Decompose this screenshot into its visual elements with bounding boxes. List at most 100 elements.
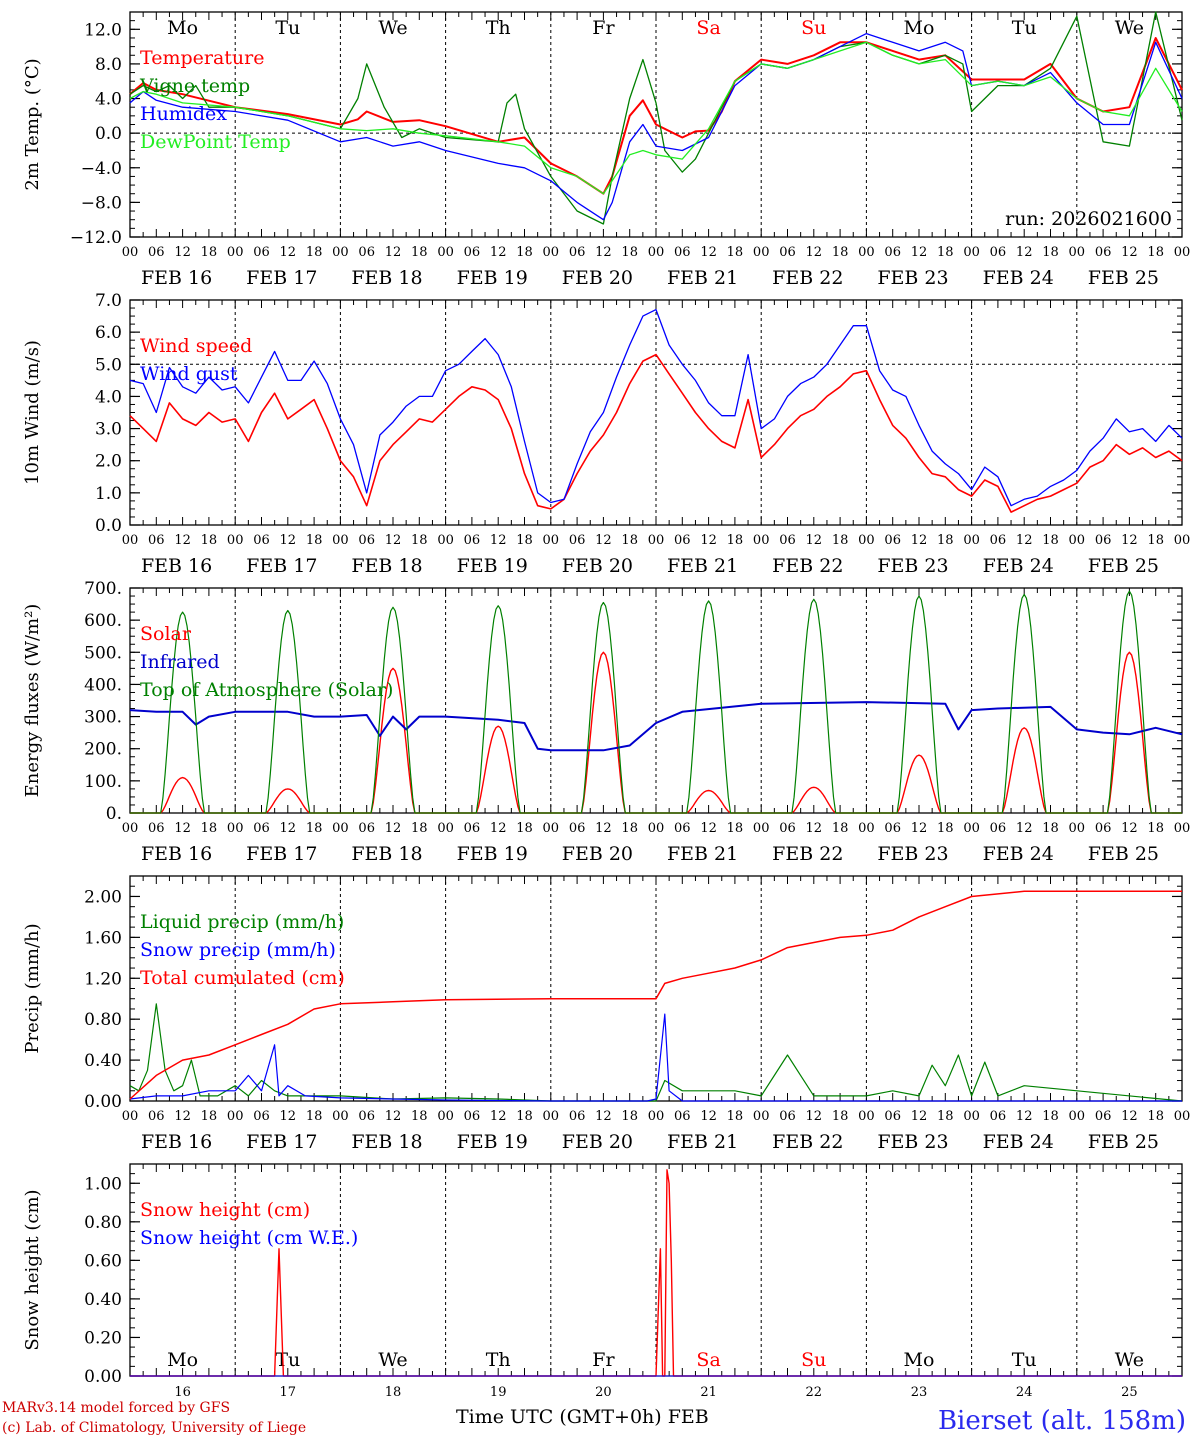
hour-label: 06 [253,821,270,836]
date-label: FEB 17 [246,1131,317,1153]
y-tick-label: 0. [106,804,122,824]
hour-label: 12 [280,533,297,548]
hour-label: 00 [437,533,454,548]
hour-label: 06 [569,821,586,836]
hour-label: 00 [122,245,139,260]
day-number-label: 22 [806,1385,823,1400]
series-dewpoint-temp [129,41,1183,195]
legend-item: Temperature [140,47,264,69]
weekday-label: We [378,1349,407,1371]
hour-label: 06 [674,533,691,548]
hour-label: 18 [306,1109,323,1124]
hour-label: 06 [148,533,165,548]
day-number-label: 25 [1121,1385,1138,1400]
hour-label: 06 [990,1109,1007,1124]
legend-item: Snow height (cm W.E.) [140,1227,358,1249]
hour-label: 12 [700,821,717,836]
hour-label: 00 [1174,533,1191,548]
hour-label: 06 [569,533,586,548]
hour-label: 06 [358,533,375,548]
model-credit: MARv3.14 model forced by GFS [2,1400,231,1416]
date-label: FEB 20 [562,1131,633,1153]
weekday-label: Th [486,1349,511,1371]
y-tick-label: 8.0 [95,55,122,75]
y-tick-label: 1.00 [84,1174,122,1194]
hour-label: 12 [1016,1109,1033,1124]
legend-item: Top of Atmosphere (Solar) [140,679,393,701]
hour-label: 12 [700,1109,717,1124]
y-tick-label: −4.0 [81,159,122,179]
hour-label: 12 [385,533,402,548]
hour-label: 06 [464,245,481,260]
weekday-label: Sa [696,1349,720,1371]
hour-label: 18 [516,821,533,836]
day-number-label: 19 [490,1385,507,1400]
date-label: FEB 17 [246,843,317,865]
panel-4: 0.00 0.40 0.80 1.20 1.60 2.00 Precip (mm/h) 00 0… [22,875,1190,1153]
series-infrared [129,701,1183,752]
hour-label: 06 [358,821,375,836]
hour-label: 06 [1095,821,1112,836]
hour-label: 00 [1069,821,1086,836]
run-label: run: 2026021600 [1005,208,1172,230]
y-tick-label: 1.60 [84,928,122,948]
hour-label: 18 [1147,533,1164,548]
legend-item: Total cumulated (cm) [140,967,345,989]
hour-label: 12 [806,245,823,260]
hour-label: 12 [911,533,928,548]
hour-label: 12 [385,1109,402,1124]
hour-label: 00 [1174,245,1191,260]
hour-label: 12 [280,1109,297,1124]
date-label: FEB 25 [1088,1131,1159,1153]
legend-item: Humidex [140,103,227,125]
legend-item: Vigne temp [139,75,250,97]
hour-label: 18 [306,245,323,260]
date-label: FEB 22 [772,843,843,865]
hour-label: 12 [1121,533,1138,548]
y-tick-label: 0.00 [84,1092,122,1112]
hour-label: 06 [358,1109,375,1124]
y-tick-label: 0.0 [95,516,122,536]
hour-label: 12 [174,821,191,836]
hour-label: 00 [963,245,980,260]
hour-label: 12 [806,533,823,548]
date-label: FEB 24 [983,843,1054,865]
day-number-label: 23 [911,1385,928,1400]
y-tick-label: 700. [84,579,122,599]
panel-frame [129,299,1183,526]
hour-label: 06 [990,821,1007,836]
day-number-label: 17 [280,1385,297,1400]
weekday-label: We [1115,1349,1144,1371]
hour-label: 12 [1121,1109,1138,1124]
y-axis-label: 10m Wind (m/s) [22,340,43,485]
hour-label: 06 [464,821,481,836]
hour-label: 18 [727,533,744,548]
hour-label: 18 [832,1109,849,1124]
date-label: FEB 18 [351,555,422,577]
hour-label: 12 [385,821,402,836]
legend-item: Snow height (cm) [140,1199,310,1221]
weekday-label: Tu [275,1349,300,1371]
hour-label: 12 [280,821,297,836]
legend-item: Infrared [140,651,220,673]
y-tick-label: 4.0 [95,387,122,407]
hour-label: 18 [1147,245,1164,260]
date-label: FEB 20 [562,267,633,289]
weekday-label: Su [801,17,826,39]
day-number-label: 18 [385,1385,402,1400]
date-label: FEB 20 [562,555,633,577]
hour-label: 12 [1016,821,1033,836]
panel-5: 0.00 0.20 0.40 0.60 0.80 1.00 Snow height (cm)… [22,1163,1183,1400]
date-label: FEB 24 [983,1131,1054,1153]
hour-label: 00 [227,1109,244,1124]
series-snow-precip-mm-h- [129,1013,1182,1102]
hour-label: 06 [779,1109,796,1124]
hour-label: 12 [1016,245,1033,260]
date-label: FEB 24 [983,267,1054,289]
hour-label: 00 [122,821,139,836]
y-tick-label: 0.40 [84,1290,122,1310]
hour-label: 00 [543,1109,560,1124]
y-tick-label: 1.0 [95,484,122,504]
hour-label: 12 [385,245,402,260]
